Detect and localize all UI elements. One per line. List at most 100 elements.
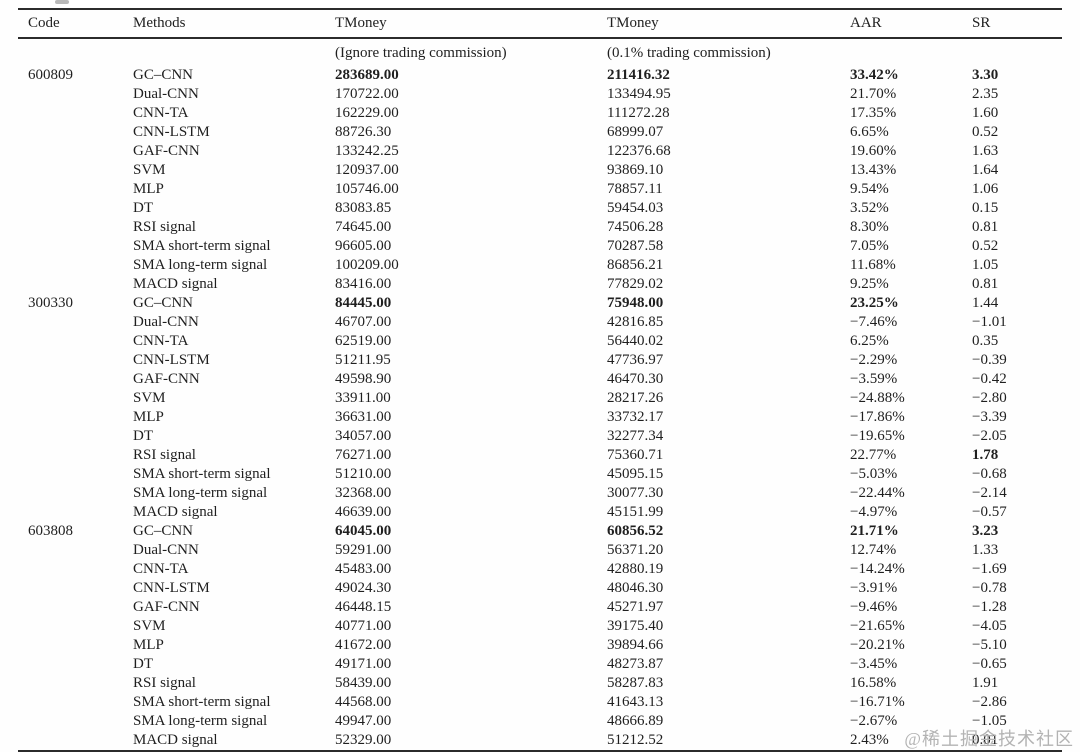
cell-tmoney_c: 74506.28 — [607, 219, 664, 235]
cell-sr: 1.63 — [972, 143, 999, 159]
cell-aar: 11.68% — [850, 257, 896, 273]
cell-tmoney_c: 48273.87 — [607, 656, 664, 672]
cell-tmoney_nc: 33911.00 — [335, 390, 391, 406]
cell-aar: 12.74% — [850, 542, 897, 558]
cell-sr: −5.10 — [972, 637, 1007, 653]
cell-sr: −2.86 — [972, 694, 1007, 710]
cell-method: MLP — [133, 637, 164, 653]
cell-aar: 6.25% — [850, 333, 889, 349]
cell-aar: 17.35% — [850, 105, 897, 121]
cell-aar: 16.58% — [850, 675, 897, 691]
cell-sr: 0.52 — [972, 238, 999, 254]
cell-method: MACD signal — [133, 504, 218, 520]
cell-tmoney_nc: 32368.00 — [335, 485, 392, 501]
table-row: SMA short-term signal 51210.00 45095.15 −5.… — [18, 465, 1062, 484]
cell-method: GAF-CNN — [133, 599, 200, 615]
cell-code — [18, 427, 133, 446]
cell-tmoney_c: 78857.11 — [607, 181, 663, 197]
cell-sr: 0.81 — [972, 219, 999, 235]
cell-code — [18, 598, 133, 617]
cropped-caption-fragment — [55, 0, 69, 4]
cell-code — [18, 636, 133, 655]
cell-tmoney_nc: 52329.00 — [335, 732, 392, 748]
cell-method: CNN-TA — [133, 105, 189, 121]
table-row: DT 83083.85 59454.03 3.52% 0.15 — [18, 199, 1062, 218]
cell-tmoney_c: 70287.58 — [607, 238, 664, 254]
cell-tmoney_nc: 84445.00 — [335, 295, 392, 311]
cell-tmoney_c: 75360.71 — [607, 447, 664, 463]
cell-tmoney_c: 45151.99 — [607, 504, 664, 520]
cell-tmoney_c: 211416.32 — [607, 67, 670, 83]
table-row: MACD signal 83416.00 77829.02 9.25% 0.81 — [18, 275, 1062, 294]
cell-aar: −19.65% — [850, 428, 905, 444]
cell-method: GAF-CNN — [133, 143, 200, 159]
cell-aar: 9.25% — [850, 276, 889, 292]
table-row: Dual-CNN 59291.00 56371.20 12.74% 1.33 — [18, 541, 1062, 560]
cell-code — [18, 199, 133, 218]
cell-code — [18, 541, 133, 560]
header-row: Code Methods TMoney TMoney AAR SR — [18, 9, 1062, 39]
cell-code — [18, 275, 133, 294]
table-row: SMA short-term signal 44568.00 41643.13 −16… — [18, 693, 1062, 712]
cell-method: Dual-CNN — [133, 86, 199, 102]
cell-tmoney_nc: 49171.00 — [335, 656, 392, 672]
cell-sr: 1.78 — [972, 447, 999, 463]
cell-sr: −0.42 — [972, 371, 1007, 387]
subheader-row: (Ignore trading commission) (0.1% tradin… — [18, 38, 1062, 66]
cell-tmoney_nc: 100209.00 — [335, 257, 399, 273]
cell-code — [18, 85, 133, 104]
table-row: 603808 GC–CNN 64045.00 60856.52 21.71% 3.23 — [18, 522, 1062, 541]
cell-sr: 1.60 — [972, 105, 999, 121]
cell-aar: −3.59% — [850, 371, 898, 387]
cell-aar: 9.54% — [850, 181, 889, 197]
table-body: 600809 GC–CNN 283689.00 211416.32 33.42% 3.30… — [18, 66, 1062, 752]
cell-code — [18, 142, 133, 161]
table-row: GAF-CNN 49598.90 46470.30 −3.59% −0.42 — [18, 370, 1062, 389]
cell-sr: 0.52 — [972, 124, 999, 140]
cell-sr: 0.35 — [972, 333, 999, 349]
subheader-tmoney-nc: (Ignore trading commission) — [335, 45, 507, 61]
cell-method: MLP — [133, 409, 164, 425]
cell-tmoney_nc: 83416.00 — [335, 276, 392, 292]
cell-aar: −5.03% — [850, 466, 898, 482]
cell-method: SVM — [133, 618, 166, 634]
cell-aar: 3.52% — [850, 200, 889, 216]
cell-aar: 7.05% — [850, 238, 889, 254]
cell-aar: 8.30% — [850, 219, 889, 235]
cell-tmoney_c: 68999.07 — [607, 124, 664, 140]
cell-method: GAF-CNN — [133, 371, 200, 387]
cell-tmoney_c: 56440.02 — [607, 333, 664, 349]
cell-tmoney_nc: 45483.00 — [335, 561, 392, 577]
cell-method: MACD signal — [133, 276, 218, 292]
cell-tmoney_c: 41643.13 — [607, 694, 664, 710]
table-row: SVM 40771.00 39175.40 −21.65% −4.05 — [18, 617, 1062, 636]
cell-code — [18, 712, 133, 731]
cell-tmoney_nc: 59291.00 — [335, 542, 392, 558]
cell-tmoney_nc: 40771.00 — [335, 618, 392, 634]
cell-tmoney_c: 93869.10 — [607, 162, 664, 178]
cell-code — [18, 484, 133, 503]
cell-method: GC–CNN — [133, 67, 194, 83]
cell-code — [18, 674, 133, 693]
cell-method: SMA long-term signal — [133, 257, 268, 273]
cell-code — [18, 465, 133, 484]
cell-method: SVM — [133, 390, 166, 406]
cell-method: SVM — [133, 162, 166, 178]
cell-code — [18, 389, 133, 408]
cell-sr: 0.01 — [972, 732, 999, 748]
cell-tmoney_nc: 51211.95 — [335, 352, 391, 368]
cell-tmoney_nc: 83083.85 — [335, 200, 392, 216]
header-sr: SR — [972, 9, 1062, 39]
cell-tmoney_c: 46470.30 — [607, 371, 664, 387]
cell-tmoney_c: 60856.52 — [607, 523, 664, 539]
cell-sr: 3.23 — [972, 523, 999, 539]
table-row: CNN-LSTM 51211.95 47736.97 −2.29% −0.39 — [18, 351, 1062, 370]
table-row: GAF-CNN 46448.15 45271.97 −9.46% −1.28 — [18, 598, 1062, 617]
cell-aar: −4.97% — [850, 504, 898, 520]
cell-aar: −3.91% — [850, 580, 898, 596]
cell-method: SMA long-term signal — [133, 485, 268, 501]
cell-tmoney_c: 111272.28 — [607, 105, 670, 121]
header-tmoney-nc: TMoney — [335, 9, 607, 39]
cell-method: RSI signal — [133, 447, 196, 463]
cell-tmoney_nc: 46707.00 — [335, 314, 392, 330]
